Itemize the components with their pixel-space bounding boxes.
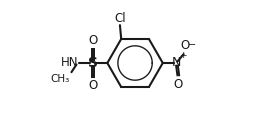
Text: S: S	[88, 56, 98, 70]
Text: O: O	[88, 34, 97, 47]
Text: +: +	[178, 51, 186, 60]
Text: Cl: Cl	[114, 11, 125, 24]
Text: O: O	[180, 39, 189, 52]
Text: CH₃: CH₃	[50, 74, 69, 84]
Text: O: O	[88, 79, 97, 92]
Text: O: O	[173, 78, 182, 91]
Text: N: N	[171, 56, 180, 70]
Text: HN: HN	[61, 56, 78, 70]
Text: −: −	[187, 40, 196, 50]
